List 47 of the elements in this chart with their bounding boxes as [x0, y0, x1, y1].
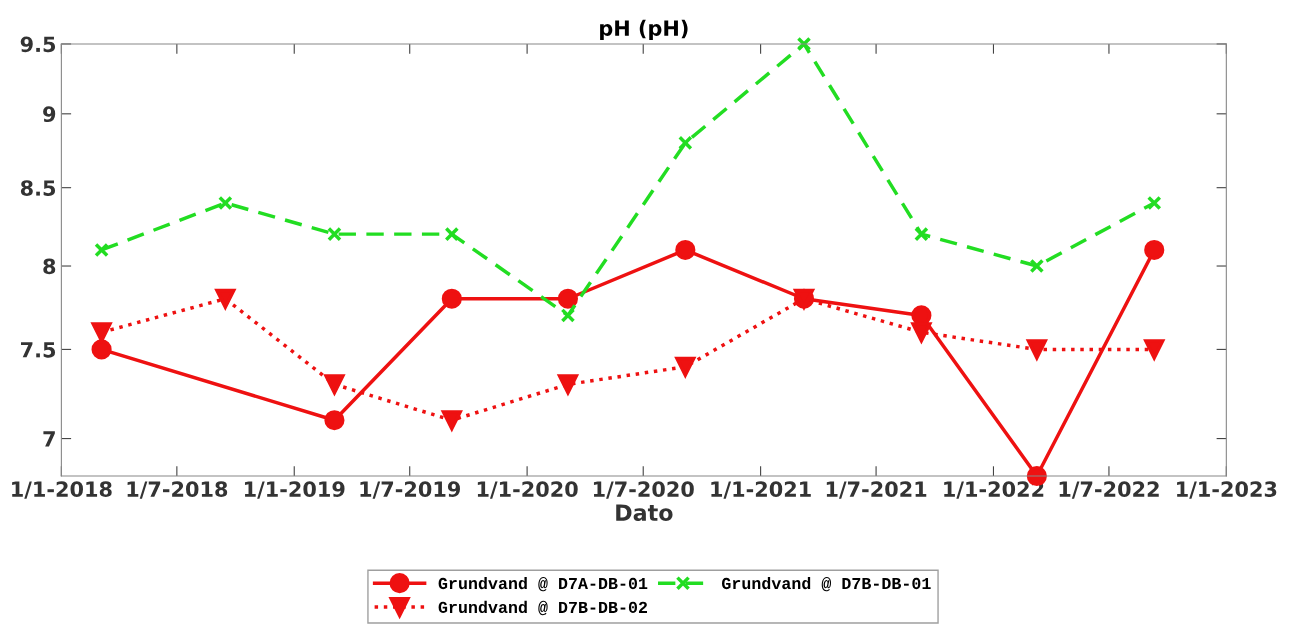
point: [323, 374, 346, 397]
point: [557, 288, 579, 309]
x-tick-label: 1/7-2022: [1059, 481, 1159, 499]
x-tick-label: 1/7-2021: [826, 481, 927, 499]
y-tick-label: 9.5: [20, 36, 56, 53]
point: [1144, 239, 1165, 261]
point: [1025, 339, 1048, 362]
x-axis-title: Dato: [616, 504, 673, 522]
y-tick-label: 8: [43, 258, 56, 275]
point: [1029, 258, 1045, 274]
x-tick-label: 1/1-2018: [12, 481, 112, 499]
x-tick-label: 1/1-2020: [477, 481, 578, 499]
chart-title: pH (pH): [600, 19, 688, 40]
x-tick-label: 1/1-2019: [244, 481, 345, 499]
point: [1143, 339, 1166, 362]
point: [1146, 195, 1162, 211]
legend-label: Grundvand @ D7B-DB-01: [721, 576, 931, 592]
point: [91, 339, 112, 360]
point: [215, 288, 236, 309]
x-tick-label: 1/1-2023: [1177, 481, 1277, 499]
y-tick-label: 7.5: [21, 342, 56, 358]
x-tick-label: 1/7-2019: [360, 481, 460, 499]
point: [560, 308, 576, 323]
point: [324, 410, 345, 431]
point: [556, 374, 579, 397]
point: [675, 356, 696, 377]
legend-label: Grundvand @ D7A-DB-01: [438, 576, 648, 592]
x-tick-label: 1/7-2018: [127, 481, 228, 499]
point: [327, 226, 342, 242]
point: [796, 36, 812, 52]
legend-label: Grundvand @ D7B-DB-02: [438, 600, 647, 616]
x-tick-label: 1/7-2020: [593, 481, 694, 499]
x-tick-label: 1/1-2022: [944, 481, 1044, 499]
point: [218, 195, 233, 211]
point: [440, 410, 463, 433]
point: [94, 242, 109, 258]
point: [910, 322, 933, 345]
y-tick-label: 8.5: [20, 180, 56, 196]
point: [914, 226, 929, 242]
point: [441, 288, 462, 309]
y-tick-label: 9: [43, 106, 56, 123]
x-tick-label: 1/1-2021: [711, 481, 811, 499]
point: [91, 322, 112, 343]
point: [675, 239, 696, 261]
point: [444, 226, 460, 242]
point: [678, 135, 693, 151]
y-tick-label: 7: [43, 431, 55, 447]
